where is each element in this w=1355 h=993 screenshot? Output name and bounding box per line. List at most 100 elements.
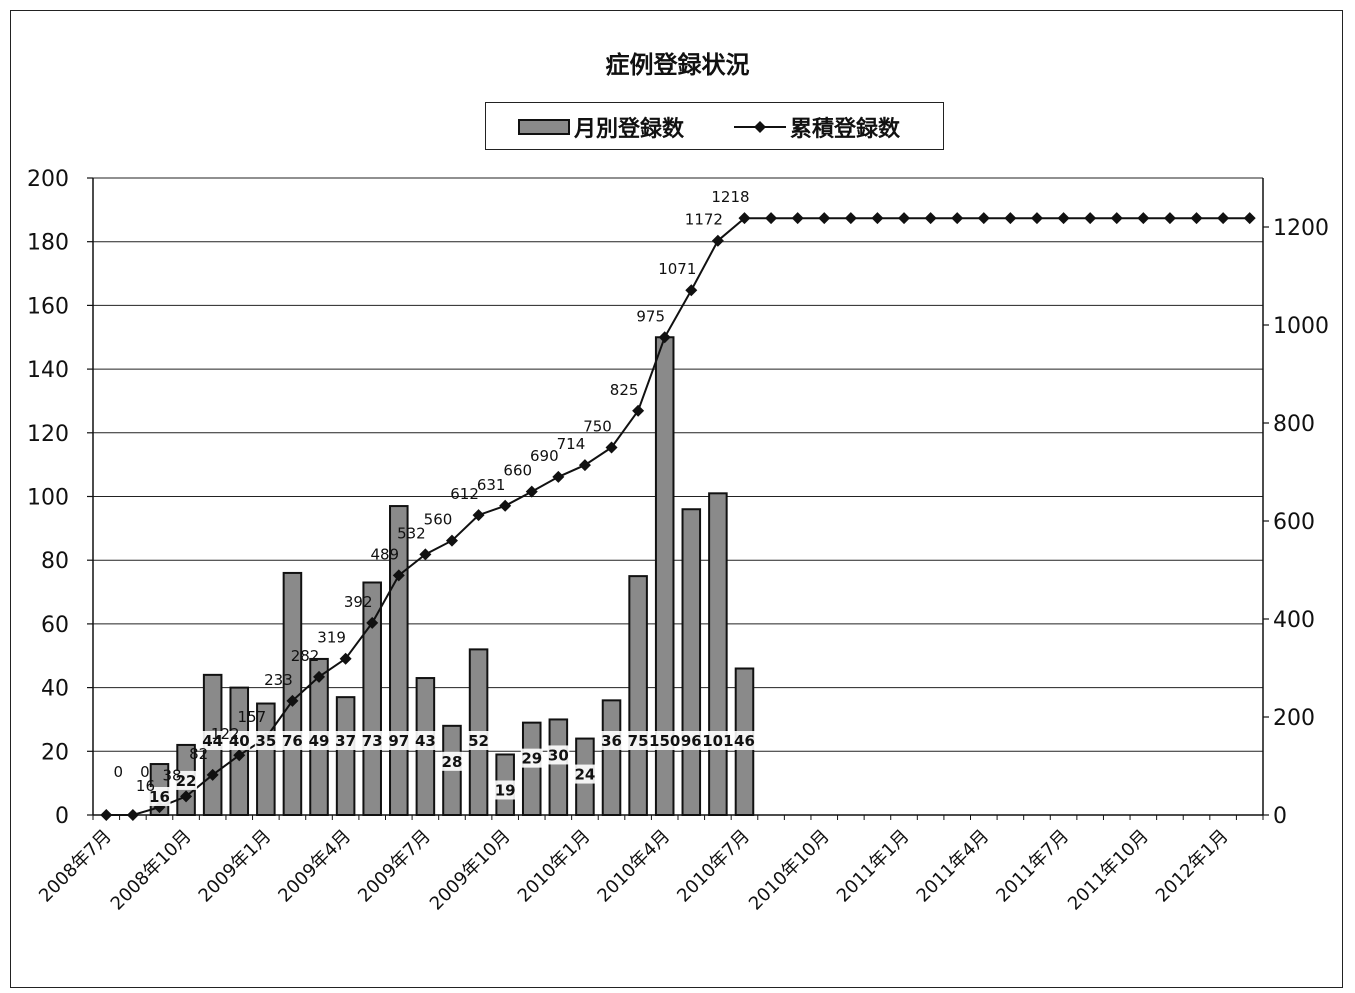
bar-label: 29 — [521, 750, 542, 768]
bar-label: 19 — [495, 781, 516, 799]
bar — [335, 696, 356, 817]
bar-label: 16 — [149, 788, 170, 806]
bar-label-bg — [733, 731, 756, 750]
line-label: 660 — [503, 462, 532, 480]
line-marker — [233, 749, 246, 762]
bar-label: 52 — [468, 732, 489, 750]
bar — [708, 492, 728, 816]
left-tick-label: 80 — [41, 549, 69, 574]
line-marker — [552, 470, 565, 483]
bar-label: 28 — [442, 753, 463, 771]
bar-label-bg — [308, 731, 331, 750]
x-tick-label: 2010年1月 — [514, 826, 595, 907]
bar-label-bg — [201, 731, 224, 750]
line-marker — [313, 670, 326, 683]
line-marker — [977, 212, 990, 225]
bar-label: 35 — [255, 732, 276, 750]
x-tick-label: 2011年1月 — [833, 826, 914, 907]
line-label: 690 — [530, 447, 559, 465]
legend-item-line: 累積登録数 — [732, 111, 900, 143]
line-marker — [525, 485, 538, 498]
line-label: 319 — [317, 629, 346, 647]
bar — [628, 575, 648, 816]
bar-label-bg — [627, 731, 650, 750]
bar-label-bg — [440, 751, 463, 771]
line-marker — [472, 509, 485, 522]
right-tick-label: 1000 — [1273, 314, 1329, 339]
left-tick-label: 200 — [27, 167, 69, 192]
line-label: 0 — [114, 763, 124, 781]
bar-label: 30 — [548, 746, 569, 764]
x-tick-label: 2009年10月 — [426, 826, 515, 915]
line-marker — [711, 234, 724, 247]
x-tick-label: 2010年7月 — [673, 826, 754, 907]
line-marker — [1190, 212, 1203, 225]
bar-label-bg — [281, 731, 304, 750]
right-tick-label: 800 — [1273, 412, 1315, 437]
bar-label-bg — [494, 780, 517, 800]
bar — [548, 718, 569, 817]
bar-label-bg — [254, 731, 277, 750]
bar — [521, 721, 542, 817]
bar-label: 101 — [702, 732, 733, 750]
line-label: 825 — [610, 381, 639, 399]
chart-title: 症例登録状況 — [605, 51, 750, 79]
line-marker — [658, 331, 671, 344]
bar-label: 36 — [601, 732, 622, 750]
line-marker — [286, 694, 299, 707]
bar-label: 24 — [574, 766, 595, 784]
bar-label-bg — [148, 787, 171, 806]
bar-label: 75 — [628, 732, 649, 750]
line-marker — [419, 548, 432, 561]
bar-label-bg — [702, 731, 734, 750]
line-marker — [578, 459, 591, 472]
line-marker — [339, 652, 352, 665]
bar — [362, 581, 382, 816]
bar-label-bg — [600, 731, 623, 750]
x-tick-label: 2008年7月 — [35, 826, 116, 907]
bar-label: 46 — [734, 732, 755, 750]
x-tick-label: 2012年1月 — [1152, 826, 1233, 907]
bar — [601, 699, 622, 817]
bar-label-bg — [387, 731, 410, 750]
line-label: 16 — [136, 777, 155, 795]
line-marker — [632, 404, 645, 417]
line-marker — [499, 499, 512, 512]
line-marker — [1137, 212, 1150, 225]
chart-frame — [10, 10, 1343, 988]
right-tick-label: 600 — [1273, 510, 1315, 535]
x-tick-label: 2009年4月 — [274, 826, 355, 907]
left-tick-label: 60 — [41, 613, 69, 638]
line-marker — [1243, 212, 1256, 225]
line-marker — [605, 441, 618, 454]
bar-label: 44 — [202, 732, 223, 750]
legend-label-line: 累積登録数 — [790, 117, 901, 142]
legend: 月別登録数 累積登録数 — [485, 102, 944, 150]
legend-label-bars: 月別登録数 — [574, 117, 685, 142]
bar-label-bg — [361, 731, 384, 750]
left-tick-label: 120 — [27, 422, 69, 447]
line-label: 1218 — [711, 188, 749, 206]
bar-label-bg — [228, 731, 251, 750]
line-label: 392 — [344, 593, 373, 611]
line-marker — [844, 212, 857, 225]
line-marker — [100, 809, 113, 821]
bar-label: 150 — [649, 732, 680, 750]
bar-label-bg — [175, 770, 198, 790]
x-tick-label: 2011年10月 — [1064, 826, 1153, 915]
left-tick-label: 140 — [27, 358, 69, 383]
line-marker — [951, 212, 964, 225]
left-tick-label: 40 — [41, 677, 69, 702]
line-marker — [685, 284, 698, 297]
x-tick-label: 2009年1月 — [195, 826, 276, 907]
line-label: 560 — [424, 511, 453, 529]
bar-label: 37 — [335, 732, 356, 750]
bar-label-bg — [680, 731, 703, 750]
line-marker — [1057, 212, 1070, 225]
right-tick-label: 1200 — [1273, 216, 1329, 241]
bar-label-bg — [467, 731, 490, 750]
bar-label: 40 — [229, 732, 250, 750]
line-marker — [898, 212, 911, 225]
bar-label-bg — [649, 731, 681, 750]
